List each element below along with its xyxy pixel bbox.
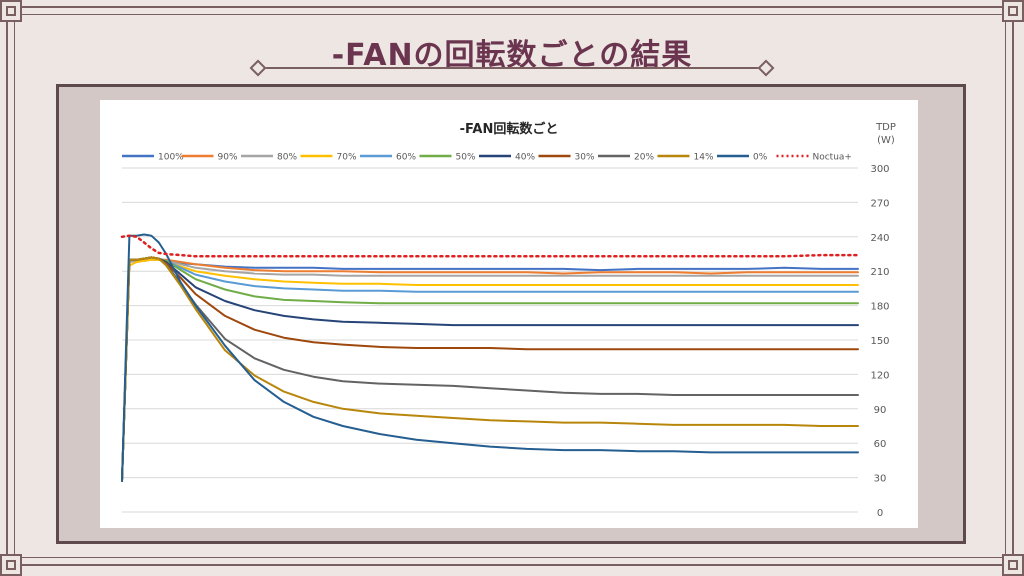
chart-title: -FAN回転数ごと: [460, 121, 559, 137]
legend: 100% 90% 80% 70% 60% 50% 40% 30% 20% 14% 0% Noctua+: [122, 153, 852, 163]
series-lines: [120, 233, 860, 482]
y-tick-label: 240: [870, 233, 889, 244]
legend-label: 60%: [396, 153, 416, 163]
y-axis: 0 30 60 90 120 150 180 210 240 270 300 TDP (W): [870, 122, 895, 519]
legend-label: 20%: [634, 153, 654, 163]
y-axis-label: (W): [877, 135, 895, 146]
legend-label: 80%: [277, 153, 297, 163]
y-tick-label: 60: [874, 439, 887, 450]
series-line: [121, 258, 859, 482]
inner-frame: [14, 14, 1006, 558]
corner-ornament-bottom-right: [1002, 554, 1024, 576]
title-underline: [262, 67, 762, 69]
legend-label: 14%: [694, 153, 714, 163]
y-tick-label: 90: [874, 405, 887, 416]
legend-label: 30%: [575, 153, 595, 163]
y-tick-label: 300: [870, 164, 889, 175]
legend-label: 100%: [158, 153, 184, 163]
series-line: [121, 258, 859, 482]
y-tick-label: 270: [870, 198, 889, 209]
y-tick-label: 0: [877, 508, 883, 519]
y-tick-label: 180: [870, 302, 889, 313]
corner-ornament-top-left: [0, 0, 22, 22]
legend-label: 40%: [515, 153, 535, 163]
outer-frame: [6, 6, 1014, 566]
series-line: [121, 233, 859, 482]
y-tick-label: 120: [870, 370, 889, 381]
y-tick-label: 150: [870, 336, 889, 347]
y-axis-label: TDP: [875, 122, 896, 133]
corner-ornament-bottom-left: [0, 554, 22, 576]
y-tick-label: 30: [874, 474, 887, 485]
legend-label: Noctua+: [813, 153, 852, 163]
grid: [122, 167, 858, 513]
corner-ornament-top-right: [1002, 0, 1024, 22]
y-tick-label: 210: [870, 267, 889, 278]
chart-canvas: -FAN回転数ごと 100% 90% 80% 70% 60% 50% 40% 30% 20% 14…: [100, 100, 918, 528]
series-line: [120, 234, 860, 258]
legend-label: 50%: [456, 153, 476, 163]
series-line: [121, 258, 859, 482]
line-chart: -FAN回転数ごと 100% 90% 80% 70% 60% 50% 40% 30% 20% 14…: [120, 121, 896, 519]
legend-label: 90%: [218, 153, 238, 163]
legend-label: 70%: [337, 153, 357, 163]
legend-label: 0%: [753, 153, 768, 163]
series-line: [121, 256, 859, 482]
